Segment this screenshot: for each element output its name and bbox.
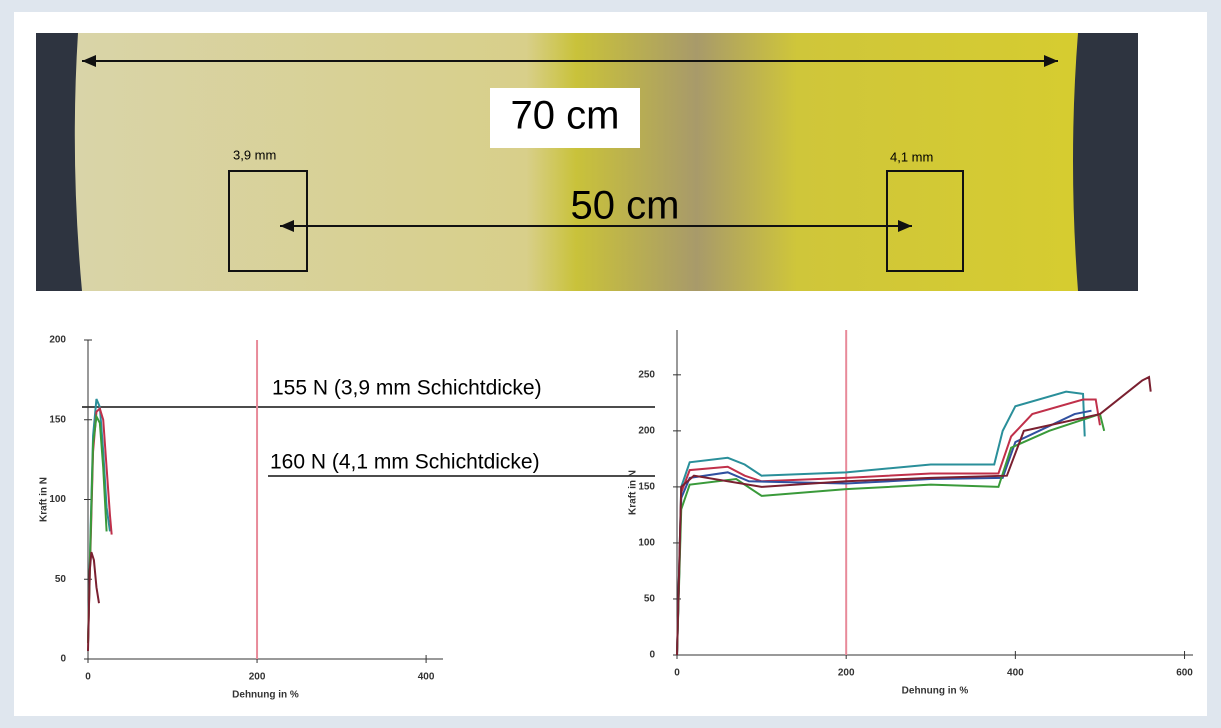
y-tick-label: 0 [649, 650, 655, 661]
y-tick-label: 150 [638, 482, 655, 493]
y-axis-label: Kraft in N [628, 470, 639, 515]
thickness-label: 4,1 mm [890, 149, 933, 164]
x-tick-label: 200 [838, 668, 855, 679]
y-tick-label: 50 [55, 574, 67, 585]
y-axis-label: Kraft in N [39, 477, 50, 522]
y-tick-label: 200 [49, 335, 66, 346]
y-tick-label: 100 [638, 538, 655, 549]
distance-label: 50 cm [571, 184, 680, 228]
x-tick-label: 0 [85, 672, 91, 683]
thickness-label: 3,9 mm [233, 147, 276, 162]
width-label: 70 cm [511, 94, 620, 138]
y-tick-label: 150 [49, 414, 66, 425]
x-tick-label: 400 [1007, 668, 1024, 679]
x-axis-label: Dehnung in % [232, 690, 299, 701]
y-tick-label: 250 [638, 369, 655, 380]
annotation: 160 N (4,1 mm Schichtdicke) [270, 451, 540, 474]
photo: 70 cm 50 cm 3,9 mm 4,1 mm [36, 33, 1138, 291]
x-tick-label: 200 [249, 672, 266, 683]
x-axis-label: Dehnung in % [902, 686, 969, 697]
y-tick-label: 200 [638, 426, 655, 437]
x-tick-label: 0 [674, 668, 680, 679]
annotation: 155 N (3,9 mm Schichtdicke) [272, 377, 542, 400]
y-tick-label: 50 [644, 594, 656, 605]
y-tick-label: 100 [49, 494, 66, 505]
x-tick-label: 600 [1176, 668, 1193, 679]
y-tick-label: 0 [60, 654, 66, 665]
figure: 70 cm 50 cm 3,9 mm 4,1 mm 155 N (3,9 mm … [0, 0, 1221, 728]
x-tick-label: 400 [418, 672, 435, 683]
